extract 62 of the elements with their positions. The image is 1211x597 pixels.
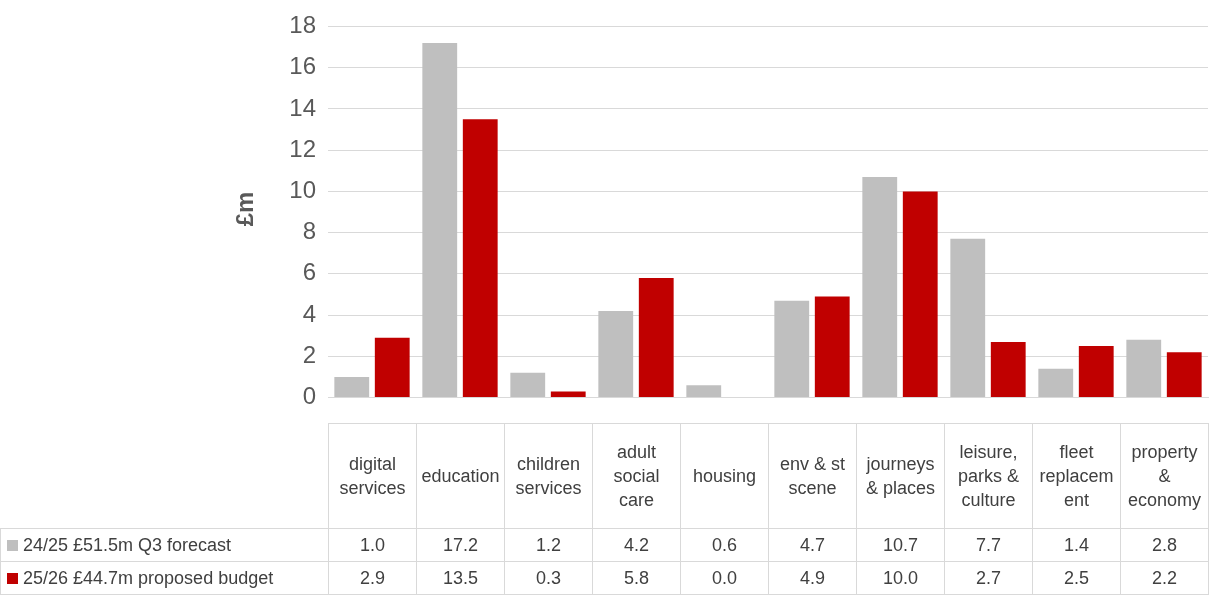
data-label: 2.9 [328,561,417,595]
bar [686,385,722,398]
bar [774,300,810,398]
legend-label: 25/26 £44.7m proposed budget [0,561,329,595]
y-axis-title: £m [231,190,259,229]
y-tick-label: 16 [289,52,316,80]
bar [862,176,898,398]
bar [638,277,674,398]
x-tick-label: property & economy [1120,423,1209,529]
bar [334,376,370,398]
bar [990,341,1026,398]
data-label: 4.2 [592,528,681,562]
x-tick-label: children services [504,423,593,529]
bar [950,238,986,398]
x-tick-label: fleet replacement [1032,423,1121,529]
y-tick-label: 10 [289,176,316,203]
data-label: 1.2 [504,528,593,562]
y-tick-label: 2 [302,340,316,368]
data-label: 5.8 [592,561,681,595]
x-tick-label: education [416,423,505,529]
data-label: 17.2 [416,528,505,562]
data-label: 0.6 [680,528,769,562]
data-label: 7.7 [944,528,1033,562]
bar [374,337,410,398]
data-label: 1.0 [328,528,417,562]
data-label: 4.9 [768,561,857,595]
data-label: 10.7 [856,528,945,562]
y-tick-label: 4 [302,299,316,327]
x-tick-label: housing [680,423,769,529]
data-label: 4.7 [768,528,857,562]
legend-label: 24/25 £51.5m Q3 forecast [0,528,329,562]
bar [814,296,850,398]
x-tick-label: journeys & places [856,423,945,529]
y-tick-label: 12 [289,134,316,162]
data-label: 0.3 [504,561,593,595]
bar [1038,368,1074,398]
bar [902,191,938,398]
data-label: 13.5 [416,561,505,595]
data-label: 2.8 [1120,528,1209,562]
bar [510,372,546,398]
bar [1126,339,1162,398]
data-label: 10.0 [856,561,945,595]
y-tick-label: 6 [302,258,316,286]
bar [550,391,586,398]
y-tick-label: 0 [302,382,316,410]
bar [422,42,458,398]
y-tick-label: 8 [302,217,316,245]
data-label: 0.0 [680,561,769,595]
y-tick-label: 14 [289,93,316,121]
x-tick-label: env & st scene [768,423,857,529]
data-label: 2.7 [944,561,1033,595]
bar [462,119,498,398]
data-label: 2.2 [1120,561,1209,595]
bar [598,310,634,398]
data-label: 1.4 [1032,528,1121,562]
x-tick-label: leisure, parks & culture [944,423,1033,529]
y-tick-label: 18 [289,11,316,39]
x-tick-label: digital services [328,423,417,529]
data-label: 2.5 [1032,561,1121,595]
x-tick-label: adult social care [592,423,681,529]
bar [1166,352,1202,398]
bar [1078,346,1114,398]
